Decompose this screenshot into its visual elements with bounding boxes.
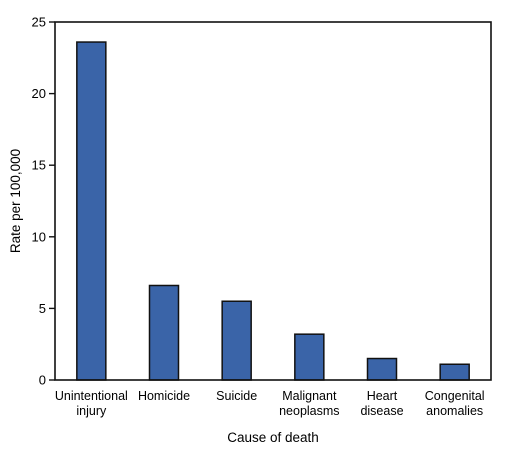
y-tick-label: 5 bbox=[39, 301, 46, 316]
y-tick-label: 15 bbox=[32, 158, 46, 173]
y-tick-label: 0 bbox=[39, 373, 46, 388]
bar bbox=[148, 284, 180, 381]
plot-frame bbox=[54, 21, 492, 381]
y-tick-label: 25 bbox=[32, 15, 46, 30]
bar bbox=[439, 363, 470, 381]
bars bbox=[76, 41, 470, 381]
x-category-label: Malignant neoplasms bbox=[279, 389, 339, 418]
bar bbox=[221, 300, 252, 381]
x-category-label: Homicide bbox=[138, 389, 190, 403]
x-axis-categories: Unintentional injury Homicide Suicide Malign… bbox=[55, 389, 485, 418]
y-axis-ticks: 0 5 10 15 20 25 bbox=[32, 15, 55, 388]
x-category-label: Suicide bbox=[216, 389, 257, 403]
bar bbox=[366, 357, 398, 381]
bar bbox=[294, 333, 325, 381]
y-tick-label: 20 bbox=[32, 86, 46, 101]
x-category-label: Congenital anomalies bbox=[425, 389, 485, 418]
y-axis-title: Rate per 100,000 bbox=[8, 149, 23, 253]
bar bbox=[76, 41, 107, 381]
y-tick-label: 10 bbox=[32, 229, 46, 244]
x-category-label: Unintentional injury bbox=[55, 389, 128, 418]
x-category-label: Heart disease bbox=[360, 389, 403, 418]
x-axis-title: Cause of death bbox=[227, 430, 319, 445]
